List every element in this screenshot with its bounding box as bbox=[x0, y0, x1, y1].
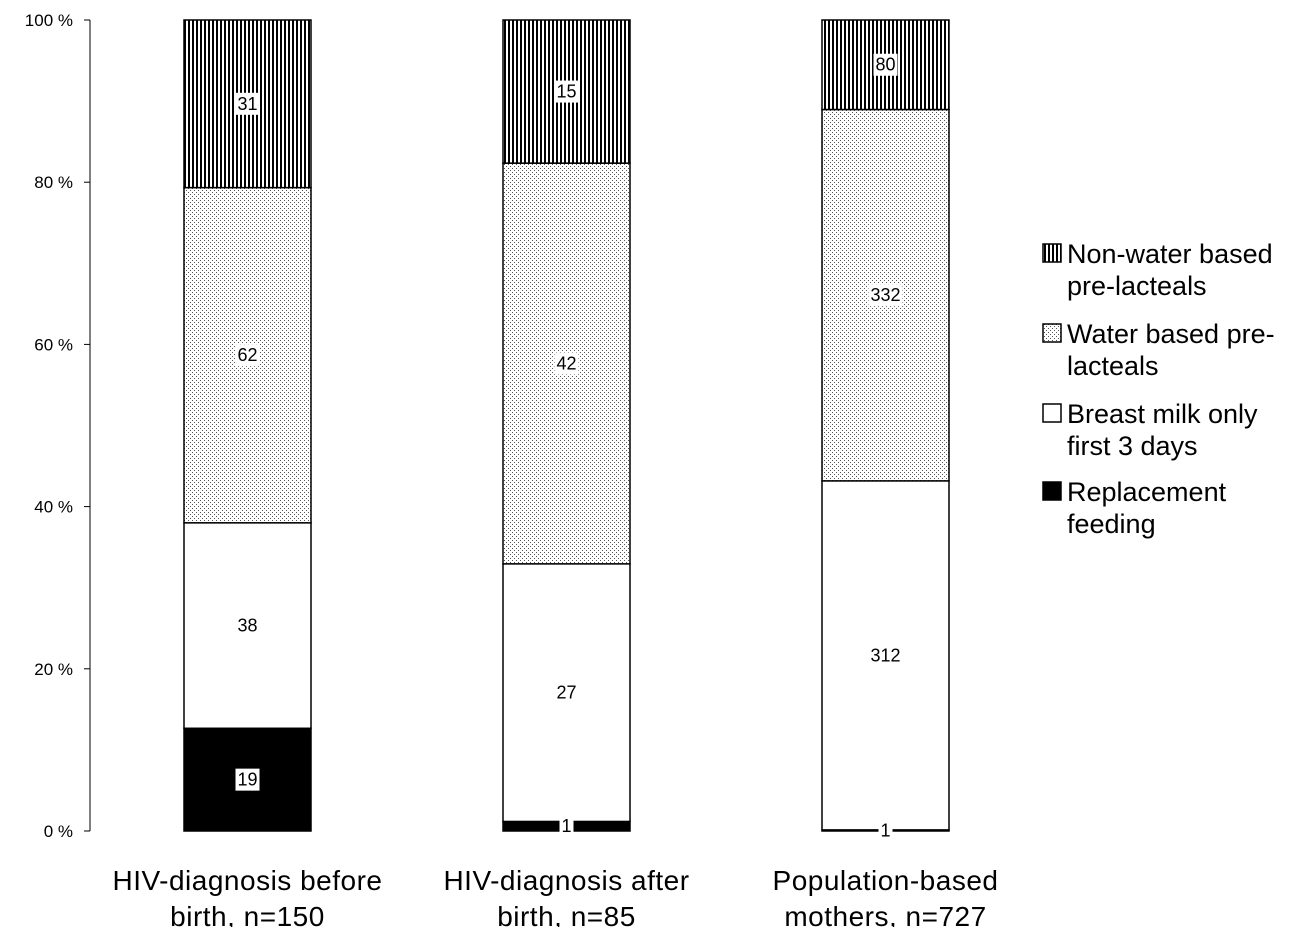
data-label: 1 bbox=[561, 816, 571, 836]
data-label-bg bbox=[235, 92, 260, 115]
data-label: 27 bbox=[556, 683, 576, 703]
data-label-bg bbox=[554, 681, 579, 704]
data-label: 332 bbox=[870, 285, 900, 305]
legend-label: Non-water based pre-lacteals bbox=[1067, 239, 1273, 301]
category-label: Population-based mothers, n=727 bbox=[773, 865, 999, 927]
data-label-bg bbox=[235, 614, 260, 637]
data-label: 42 bbox=[556, 353, 576, 373]
y-axis: 0 % 20 % 40 % 60 % 80 % 100 % bbox=[25, 11, 91, 841]
y-tick-label: 60 % bbox=[34, 335, 73, 354]
data-label-bg bbox=[235, 344, 260, 367]
data-label: 62 bbox=[237, 345, 257, 365]
legend: Non-water based pre-lacteals Water based p… bbox=[1042, 239, 1275, 539]
legend-item: Breast milk only first 3 days bbox=[1042, 399, 1258, 461]
data-label: 15 bbox=[556, 82, 576, 102]
data-label: 80 bbox=[875, 55, 895, 75]
category-label: HIV-diagnosis before birth, n=150 bbox=[113, 865, 383, 927]
legend-item: Non-water based pre-lacteals bbox=[1042, 239, 1273, 301]
data-label-bg bbox=[868, 644, 903, 667]
legend-swatch bbox=[1042, 323, 1062, 343]
category-label: HIV-diagnosis after birth, n=85 bbox=[443, 865, 689, 927]
data-label-bg bbox=[554, 80, 579, 103]
legend-item: Water based pre-lacteals bbox=[1042, 319, 1275, 381]
data-label-bg bbox=[554, 352, 579, 375]
data-label: 38 bbox=[237, 616, 257, 636]
legend-label: Replacement feeding bbox=[1067, 477, 1227, 539]
data-label: 1 bbox=[880, 820, 890, 840]
y-tick-label: 100 % bbox=[25, 11, 73, 30]
legend-swatch bbox=[1042, 481, 1062, 501]
legend-label: Water based pre-lacteals bbox=[1067, 319, 1275, 381]
category-labels: HIV-diagnosis before birth, n=150 HIV-diag… bbox=[113, 865, 999, 927]
data-label: 31 bbox=[237, 94, 257, 114]
data-label: 312 bbox=[870, 645, 900, 665]
data-labels: 19 38 62 31 1 27 42 15 1 312 332 80 bbox=[235, 53, 903, 842]
data-label-bg bbox=[873, 53, 898, 76]
data-label: 19 bbox=[237, 770, 257, 790]
data-label-bg bbox=[878, 819, 893, 842]
bars bbox=[183, 19, 950, 832]
data-label-bg bbox=[559, 815, 574, 838]
legend-item: Replacement feeding bbox=[1042, 477, 1227, 539]
legend-swatch bbox=[1042, 243, 1062, 263]
legend-label: Breast milk only first 3 days bbox=[1067, 399, 1258, 461]
y-tick-label: 40 % bbox=[34, 498, 73, 517]
y-tick-label: 20 % bbox=[34, 660, 73, 679]
legend-swatch bbox=[1042, 403, 1062, 423]
data-label-bg bbox=[235, 768, 260, 791]
y-tick-label: 80 % bbox=[34, 173, 73, 192]
data-label-bg bbox=[868, 284, 903, 307]
y-tick-label: 0 % bbox=[44, 822, 73, 841]
